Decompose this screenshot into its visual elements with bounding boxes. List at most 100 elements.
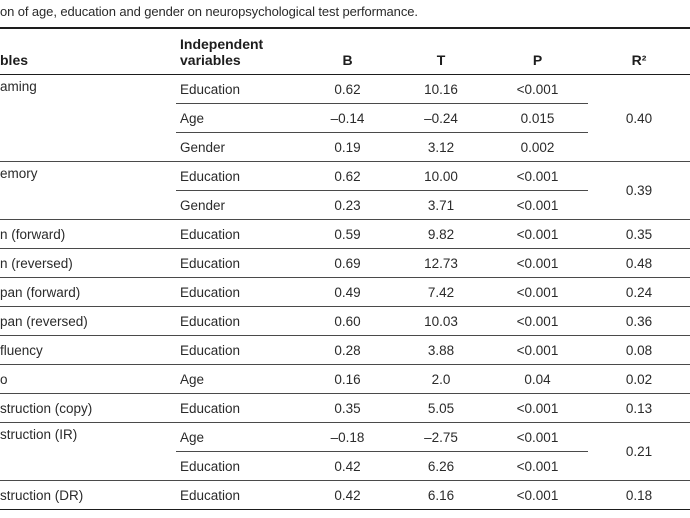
row-independent: Education	[180, 255, 241, 271]
header-p: P	[532, 52, 543, 68]
regression-table: Independent bles variables B T P R² amin…	[0, 27, 690, 510]
row-p: <0.001	[487, 161, 588, 191]
row-p: <0.001	[487, 422, 588, 452]
row-b: 0.49	[334, 284, 361, 300]
row-t: 9.82	[427, 226, 455, 242]
row-p: <0.001	[516, 284, 559, 300]
row-variable: o	[0, 371, 8, 387]
row-t: –0.24	[395, 103, 487, 133]
row-independent: Education	[180, 313, 241, 329]
row-variable: struction (copy)	[0, 400, 93, 416]
row-r2: 0.02	[625, 371, 653, 387]
row-b: 0.23	[334, 197, 361, 213]
row-t: 12.73	[424, 255, 458, 271]
row-r2: 0.18	[625, 487, 653, 503]
table-row: o Age 0.16 2.0 0.04 0.02	[0, 365, 690, 394]
row-p: <0.001	[516, 197, 559, 213]
row-t: 10.00	[395, 161, 487, 191]
row-p: <0.001	[516, 226, 559, 242]
header-independent-line1: Independent	[180, 36, 264, 52]
row-b: –0.14	[300, 103, 395, 133]
table-row: emory Education 0.62 10.00 <0.001 0.39	[0, 161, 690, 198]
row-t: 3.71	[427, 197, 455, 213]
row-variable: aming	[0, 79, 37, 94]
table-row: Gender 0.19 3.12 0.002	[0, 133, 690, 162]
row-r2: 0.21	[625, 444, 653, 459]
row-p: <0.001	[516, 313, 559, 329]
row-b: 0.42	[334, 487, 361, 503]
row-b: 0.62	[300, 161, 395, 191]
row-independent: Gender	[180, 197, 226, 213]
row-b: 0.28	[334, 342, 361, 358]
row-t: 10.03	[424, 313, 458, 329]
row-p: 0.015	[487, 103, 588, 133]
table-row: struction (DR) Education 0.42 6.16 <0.00…	[0, 481, 690, 510]
row-b: 0.59	[334, 226, 361, 242]
row-independent: Education	[180, 284, 241, 300]
row-independent: Education	[180, 226, 241, 242]
row-b: 0.16	[334, 371, 361, 387]
row-variable: n (reversed)	[0, 255, 73, 271]
row-p: <0.001	[516, 487, 559, 503]
table-row: pan (forward) Education 0.49 7.42 <0.001…	[0, 278, 690, 307]
row-r2: 0.39	[625, 183, 653, 198]
row-p: <0.001	[516, 342, 559, 358]
row-r2: 0.13	[625, 400, 653, 416]
header-independent-line2: variables	[180, 52, 241, 68]
row-independent: Education	[180, 487, 241, 503]
row-t: 10.16	[395, 74, 487, 104]
row-variable: struction (IR)	[0, 427, 78, 442]
row-p: <0.001	[487, 74, 588, 104]
regression-table-wrap: Independent bles variables B T P R² amin…	[0, 27, 690, 510]
row-t: –2.75	[395, 422, 487, 452]
table-row: struction (IR) Age –0.18 –2.75 <0.001 0.…	[0, 422, 690, 459]
table-row: aming Education 0.62 10.16 <0.001 0.40	[0, 74, 690, 126]
row-independent: Age	[180, 371, 205, 387]
row-r2: 0.40	[625, 110, 653, 126]
row-b: 0.19	[334, 139, 361, 155]
row-r2: 0.36	[625, 313, 653, 329]
row-p: 0.002	[520, 139, 555, 155]
row-t: 7.42	[427, 284, 455, 300]
table-row: Age –0.14 –0.24 0.015	[0, 103, 690, 133]
row-independent: Gender	[180, 139, 226, 155]
row-t: 6.16	[427, 487, 455, 503]
table-row: Gender 0.23 3.71 <0.001	[0, 191, 690, 220]
row-variable: pan (forward)	[0, 284, 81, 300]
row-p: <0.001	[516, 400, 559, 416]
row-independent: Age	[176, 103, 300, 133]
row-b: 0.62	[300, 74, 395, 104]
row-independent: Age	[176, 422, 300, 452]
header-t: T	[436, 52, 446, 68]
row-p: 0.04	[524, 371, 551, 387]
row-t: 3.12	[427, 139, 455, 155]
table-row: struction (copy) Education 0.35 5.05 <0.…	[0, 394, 690, 423]
table-row: fluency Education 0.28 3.88 <0.001 0.08	[0, 336, 690, 365]
row-independent: Education	[180, 342, 241, 358]
table-row: Education 0.42 6.26 <0.001	[0, 452, 690, 481]
row-variable: emory	[0, 166, 38, 181]
row-variable: n (forward)	[0, 226, 66, 242]
row-b: 0.35	[334, 400, 361, 416]
header-r2: R²	[631, 52, 647, 68]
row-r2: 0.24	[625, 284, 653, 300]
row-b: 0.69	[334, 255, 361, 271]
row-independent: Education	[176, 74, 300, 104]
row-t: 2.0	[431, 371, 451, 387]
table-caption: on of age, education and gender on neuro…	[0, 4, 418, 19]
row-independent: Education	[180, 458, 241, 474]
header-variables: bles	[0, 52, 29, 68]
row-t: 3.88	[427, 342, 455, 358]
row-r2: 0.48	[625, 255, 653, 271]
table-row: n (forward) Education 0.59 9.82 <0.001 0…	[0, 220, 690, 249]
row-variable: struction (DR)	[0, 487, 84, 503]
row-variable: pan (reversed)	[0, 313, 88, 329]
row-t: 6.26	[427, 458, 455, 474]
row-variable: fluency	[0, 342, 43, 358]
table-row: pan (reversed) Education 0.60 10.03 <0.0…	[0, 307, 690, 336]
row-p: <0.001	[516, 458, 559, 474]
table-row: n (reversed) Education 0.69 12.73 <0.001…	[0, 249, 690, 278]
row-independent: Education	[176, 161, 300, 191]
row-b: 0.60	[334, 313, 361, 329]
row-t: 5.05	[427, 400, 455, 416]
